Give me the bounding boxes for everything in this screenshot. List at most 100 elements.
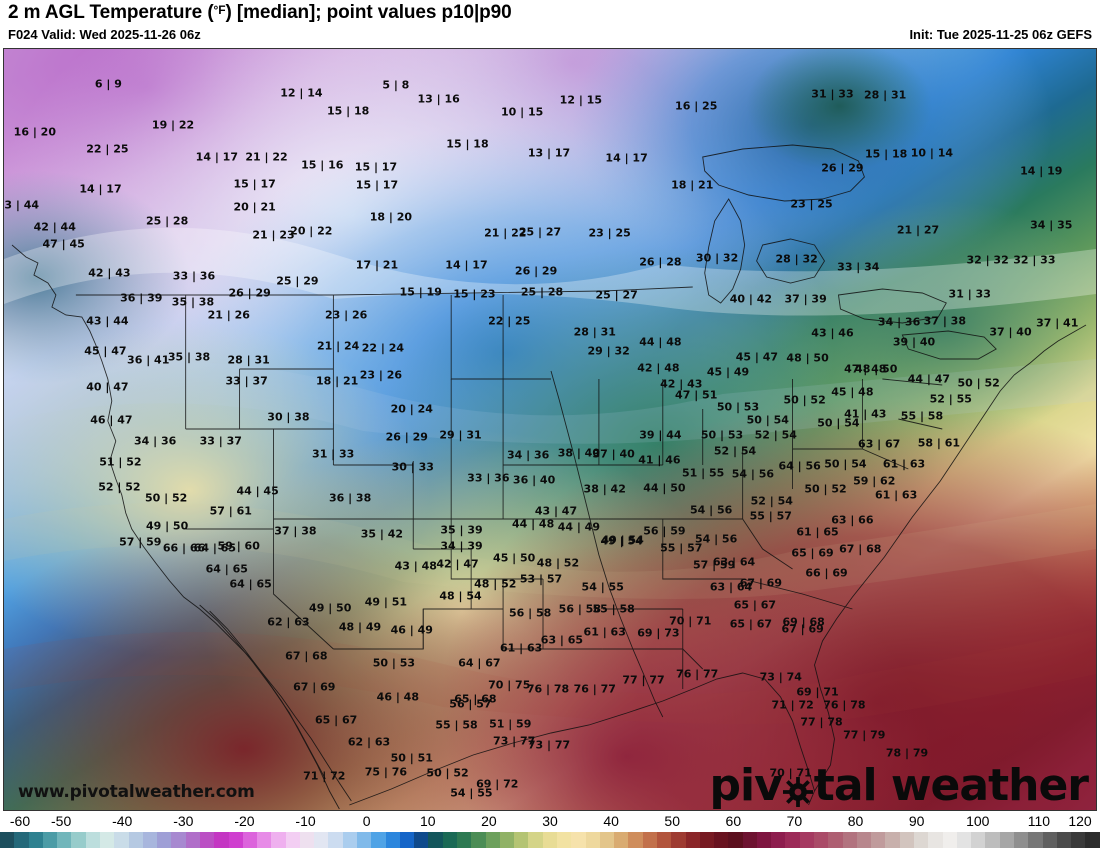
- point-value: 16 | 20: [13, 125, 56, 139]
- point-value: 67 | 69: [739, 576, 782, 590]
- point-value: 15 | 18: [865, 147, 908, 161]
- colorbar-segment: [314, 832, 329, 848]
- point-value: 43 | 48: [394, 559, 437, 573]
- point-value: 64 | 56: [778, 459, 821, 473]
- point-value: 50 | 51: [390, 751, 433, 765]
- point-value: 21 | 24: [317, 339, 360, 353]
- valid-time-label: F024 Valid: Wed 2025-11-26 06z: [8, 27, 201, 42]
- point-value: 63 | 67: [858, 437, 901, 451]
- point-value: 23 | 25: [790, 197, 833, 211]
- point-value: 64 | 65: [205, 562, 248, 576]
- colorbar-segment: [42, 832, 58, 848]
- colorbar-segment: [357, 832, 372, 848]
- point-value: 6 | 9: [94, 77, 122, 91]
- point-value: 35 | 38: [167, 350, 211, 364]
- point-value: 15 | 16: [301, 158, 344, 172]
- point-value: 77 | 78: [800, 715, 843, 729]
- point-value: 47 | 45: [42, 237, 85, 251]
- point-value: 59 | 60: [217, 539, 260, 553]
- colorbar-segment: [756, 832, 772, 848]
- point-value: 14 | 17: [79, 182, 122, 196]
- point-value: 76 | 77: [676, 667, 719, 681]
- point-value: 20 | 24: [390, 402, 433, 416]
- colorbar-segment: [856, 832, 872, 848]
- colorbar-segment: [699, 832, 715, 848]
- colorbar-segment: [956, 832, 972, 848]
- point-value: 49 | 50: [309, 601, 352, 615]
- colorbar-segment: [371, 832, 386, 848]
- colorbar-segment: [285, 832, 300, 848]
- point-value: 28 | 32: [775, 252, 818, 266]
- point-value: 54 | 56: [731, 467, 775, 481]
- point-value: 10 | 15: [501, 105, 544, 119]
- point-value: 75 | 76: [364, 765, 408, 779]
- point-value: 71 | 72: [771, 698, 814, 712]
- brand-watermark: piv tal weather: [710, 764, 1089, 808]
- point-value: 77 | 77: [622, 673, 665, 687]
- point-value: 37 | 40: [592, 447, 635, 461]
- point-value: 55 | 58: [900, 409, 944, 423]
- point-value: 54 | 56: [694, 532, 738, 546]
- temperature-field: [4, 49, 1096, 810]
- colorbar-segment: [57, 832, 72, 848]
- point-value: 73 | 74: [759, 670, 802, 684]
- point-value: 34 | 36: [506, 448, 550, 462]
- point-value: 49 | 54: [600, 534, 643, 548]
- point-value: 61 | 63: [583, 625, 626, 639]
- point-value: 13 | 17: [527, 146, 571, 160]
- colorbar-segment: [785, 832, 800, 848]
- point-value: 61 | 63: [500, 641, 543, 655]
- colorbar-tick: -40: [112, 813, 133, 829]
- point-value: 26 | 29: [228, 286, 271, 300]
- point-value: 76 | 78: [526, 682, 570, 696]
- point-value: 62 | 63: [267, 615, 310, 629]
- point-value: 50 | 52: [426, 766, 469, 780]
- map-frame[interactable]: 6 | 9 16 | 20 22 | 25 19 | 22 14 | 17 14 | 17…: [3, 48, 1097, 811]
- point-value: 14 | 17: [445, 258, 488, 272]
- title-prefix: 2 m AGL Temperature (: [8, 2, 214, 23]
- colorbar-segment: [428, 832, 443, 848]
- point-value: 63 | 65: [540, 633, 584, 647]
- point-value: 50 | 52: [783, 393, 826, 407]
- point-value: 51 | 59: [489, 717, 532, 731]
- point-value: 30 | 38: [267, 410, 310, 424]
- colorbar-segment: [242, 832, 258, 848]
- map-header: 2 m AGL Temperature (°F) [median]; point…: [0, 0, 1100, 48]
- point-value: 28 | 31: [227, 353, 270, 367]
- colorbar-segment: [842, 832, 857, 848]
- point-value: 70 | 71: [769, 766, 812, 780]
- colorbar-tick: 70: [786, 813, 803, 829]
- point-value: 40 | 42: [729, 292, 773, 306]
- colorbar-segment: [114, 832, 129, 848]
- point-value: 45 | 50: [493, 551, 536, 565]
- point-value: 21 | 22: [484, 226, 527, 240]
- point-value: 39 | 40: [892, 335, 936, 349]
- point-value: 19 | 22: [151, 118, 195, 132]
- point-value: 26 | 29: [385, 430, 428, 444]
- point-value: 21 | 23: [252, 228, 295, 242]
- point-value: 32 | 33: [1013, 253, 1056, 267]
- point-value: 10 | 14: [910, 146, 954, 160]
- point-value: 45 | 48: [831, 385, 874, 399]
- point-value: 63 | 64: [709, 580, 753, 594]
- point-value: 50 | 52: [957, 376, 1000, 390]
- colorbar-segment: [685, 832, 700, 848]
- point-value: 48 | 49: [338, 620, 382, 634]
- colorbar-tick: 50: [664, 813, 681, 829]
- colorbar-tick: 110: [1027, 813, 1051, 829]
- colorbar-segment: [457, 832, 472, 848]
- colorbar-segment: [899, 832, 914, 848]
- point-value: 44 | 45: [236, 484, 279, 498]
- point-value: 69 | 71: [796, 685, 839, 699]
- point-value: 61 | 63: [882, 457, 926, 471]
- gear-icon: [782, 771, 813, 807]
- point-value: 20 | 22: [290, 224, 333, 238]
- colorbar-segment: [1085, 832, 1100, 848]
- point-value: 35 | 39: [440, 523, 483, 537]
- title-suffix: ) [median]; point values p10|p90: [225, 2, 512, 23]
- geo-boundaries: [11, 144, 1087, 810]
- point-value: 49 | 54: [601, 533, 644, 547]
- point-value: 31 | 33: [948, 287, 991, 301]
- point-value: 43 | 44: [4, 198, 40, 212]
- point-value: 52 | 54: [713, 444, 757, 458]
